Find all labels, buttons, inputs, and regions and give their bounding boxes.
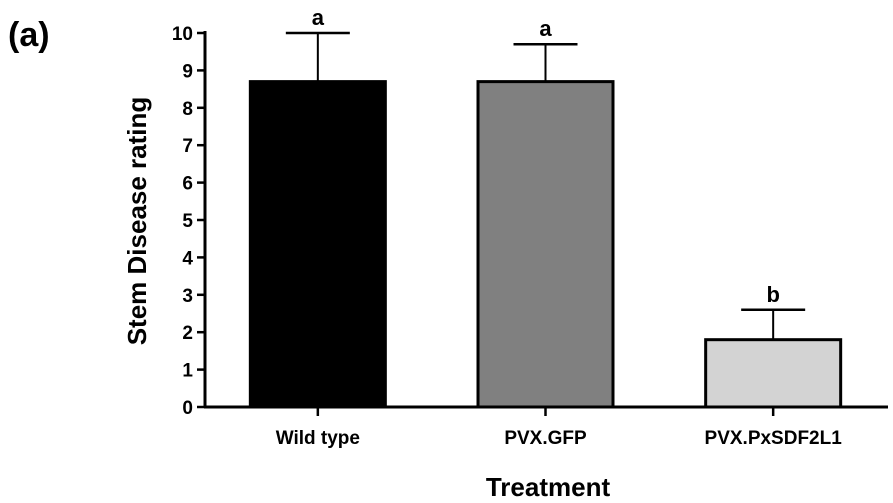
y-tick-label: 7 bbox=[182, 136, 193, 157]
y-axis-title: Stem Disease rating bbox=[122, 97, 152, 346]
significance-labels: a a b bbox=[312, 5, 780, 307]
category-labels: Wild type PVX.GFP PVX.PxSDF2L1 bbox=[276, 428, 843, 449]
bar bbox=[248, 80, 387, 409]
x-axis-title: Treatment bbox=[486, 472, 611, 502]
bar bbox=[704, 338, 843, 409]
y-axis: 0 1 2 3 4 5 6 7 8 9 10 bbox=[172, 24, 207, 419]
y-tick-label: 4 bbox=[182, 248, 193, 269]
significance-letter: a bbox=[539, 16, 552, 41]
y-tick-label: 6 bbox=[182, 174, 193, 195]
bars bbox=[248, 80, 843, 409]
y-tick-label: 2 bbox=[182, 323, 193, 344]
y-tick-label: 8 bbox=[182, 99, 193, 120]
bar bbox=[476, 80, 615, 409]
panel-label: (a) bbox=[8, 16, 50, 54]
category-label: Wild type bbox=[276, 428, 360, 449]
significance-letter: b bbox=[766, 282, 779, 307]
category-label: PVX.PxSDF2L1 bbox=[705, 428, 843, 449]
y-tick-label: 3 bbox=[182, 286, 193, 307]
y-tick-label: 0 bbox=[182, 398, 193, 419]
y-tick-label: 1 bbox=[182, 361, 193, 382]
error-bars bbox=[285, 31, 806, 340]
y-tick-label: 5 bbox=[182, 211, 193, 232]
significance-letter: a bbox=[312, 5, 325, 30]
y-tick-label: 10 bbox=[172, 24, 193, 45]
y-tick-label: 9 bbox=[182, 61, 193, 82]
category-label: PVX.GFP bbox=[504, 428, 587, 449]
